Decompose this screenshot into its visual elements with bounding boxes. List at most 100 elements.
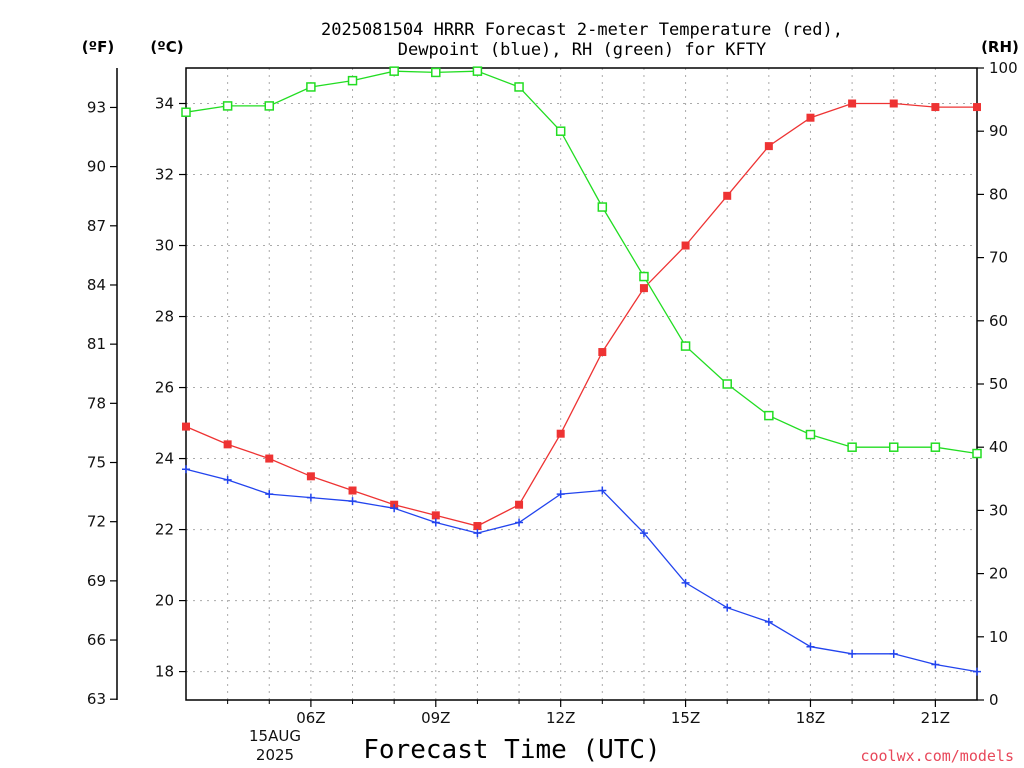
dewpoint-point (681, 578, 690, 587)
rh-point (389, 66, 399, 76)
rh-tick-label: 30 (989, 501, 1008, 519)
temperature-point (848, 99, 857, 108)
rh-tick-label: 50 (989, 375, 1008, 393)
rh-point (264, 101, 275, 111)
celsius-tick-label: 28 (155, 308, 174, 326)
dewpoint-point (764, 617, 773, 626)
rh-point (181, 107, 191, 117)
temperature-line (185, 102, 977, 527)
celsius-tick-label: 26 (155, 379, 174, 397)
rh-point (222, 101, 233, 111)
dewpoint-point (390, 504, 399, 513)
fahrenheit-tick-label: 84 (87, 276, 106, 294)
rh-tick-label: 20 (989, 565, 1008, 583)
temperature-point (973, 103, 981, 112)
temperature-point (931, 103, 940, 112)
fahrenheit-tick-label: 66 (87, 631, 106, 649)
temperature-point (681, 241, 690, 250)
rh-point (764, 410, 774, 421)
fahrenheit-tick-label: 93 (87, 98, 106, 116)
fahrenheit-tick-label: 90 (87, 158, 106, 176)
rh-tick-label: 10 (989, 628, 1008, 646)
dewpoint-point (348, 497, 357, 506)
rh-point (597, 202, 608, 212)
celsius-tick-label: 34 (155, 95, 174, 113)
rh-point (472, 66, 483, 76)
rh-point (639, 271, 649, 282)
rh-tick-label: 60 (989, 312, 1008, 330)
x-tick-label: 12Z (546, 709, 575, 727)
dewpoint-point (556, 490, 565, 499)
dewpoint-point (265, 490, 274, 499)
celsius-tick-label: 20 (155, 592, 174, 610)
dewpoint-point (848, 649, 857, 658)
celsius-tick-label: 22 (155, 521, 174, 539)
temperature-point (639, 284, 648, 293)
celsius-tick-label: 24 (155, 450, 174, 468)
fahrenheit-tick-label: 81 (87, 335, 106, 353)
rh-point (722, 379, 732, 389)
temperature-point (431, 511, 440, 520)
rh-unit-label: (RH) (981, 38, 1019, 56)
x-axis-title: Forecast Time (UTC) (363, 735, 660, 765)
temperature-point (556, 429, 565, 438)
rh-point (680, 341, 691, 351)
dewpoint-point (306, 493, 315, 502)
rh-point (306, 82, 316, 92)
celsius-tick-label: 30 (155, 237, 174, 255)
rh-point (888, 442, 899, 452)
dewpoint-point (431, 518, 440, 527)
dewpoint-point (598, 486, 607, 495)
x-tick-label: 21Z (921, 709, 950, 727)
temperature-point (889, 99, 898, 108)
rh-point (514, 82, 524, 92)
rh-point (847, 442, 857, 452)
temperature-point (806, 113, 815, 122)
dewpoint-point (806, 642, 815, 651)
date-label-year: 2025 (256, 746, 294, 764)
celsius-unit-label: (ºC) (150, 38, 183, 56)
x-tick-label: 09Z (421, 709, 450, 727)
rh-point (972, 448, 982, 459)
fahrenheit-tick-label: 69 (87, 572, 106, 590)
x-tick-label: 18Z (796, 709, 825, 727)
fahrenheit-tick-label: 87 (87, 217, 106, 235)
celsius-tick-label: 18 (155, 663, 174, 681)
dewpoint-point (931, 660, 940, 669)
rh-point (930, 442, 941, 452)
rh-tick-label: 70 (989, 249, 1008, 267)
dewpoint-point (515, 518, 524, 527)
dewpoint-point (973, 667, 981, 676)
rh-tick-label: 90 (989, 122, 1008, 140)
temperature-point (223, 440, 232, 449)
temperature-point (598, 348, 607, 357)
fahrenheit-unit-label: (ºF) (82, 38, 114, 56)
data-series (181, 66, 982, 676)
fahrenheit-tick-label: 75 (87, 454, 106, 472)
temperature-point (265, 454, 274, 463)
dewpoint-line (185, 468, 978, 673)
date-label-day: 15AUG (249, 727, 301, 745)
axes (110, 67, 984, 707)
temperature-point (182, 422, 190, 431)
plot-frame (185, 67, 978, 701)
rh-point (555, 126, 566, 136)
dewpoint-point (723, 603, 732, 612)
dewpoint-point (223, 475, 232, 484)
rh-tick-label: 0 (989, 691, 999, 709)
gridlines (186, 68, 977, 700)
temperature-point (306, 472, 315, 481)
temperature-point (764, 142, 773, 151)
source-credit: coolwx.com/models (860, 747, 1014, 765)
dewpoint-point (473, 529, 482, 538)
temperature-point (723, 191, 732, 200)
chart-title-line-1: 2025081504 HRRR Forecast 2-meter Tempera… (321, 20, 843, 40)
x-tick-label: 15Z (671, 709, 700, 727)
dewpoint-point (639, 529, 648, 538)
fahrenheit-tick-label: 72 (87, 513, 106, 531)
rh-point (431, 67, 441, 78)
temperature-point (473, 522, 482, 531)
rh-point (347, 75, 358, 86)
dewpoint-point (889, 649, 898, 658)
